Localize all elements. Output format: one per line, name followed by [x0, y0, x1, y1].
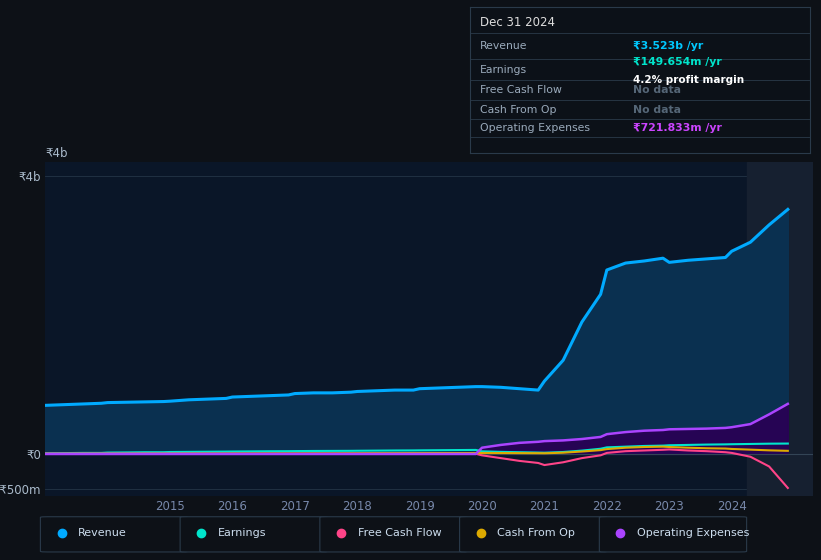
Text: Free Cash Flow: Free Cash Flow	[479, 85, 562, 95]
Text: 4.2% profit margin: 4.2% profit margin	[633, 75, 745, 85]
Text: Earnings: Earnings	[479, 65, 527, 75]
Text: Cash From Op: Cash From Op	[498, 529, 576, 538]
Text: Cash From Op: Cash From Op	[479, 105, 557, 115]
Text: No data: No data	[633, 105, 681, 115]
FancyBboxPatch shape	[320, 517, 467, 552]
Text: No data: No data	[633, 85, 681, 95]
FancyBboxPatch shape	[599, 517, 746, 552]
Text: ₹149.654m /yr: ₹149.654m /yr	[633, 58, 722, 67]
Text: Free Cash Flow: Free Cash Flow	[358, 529, 441, 538]
FancyBboxPatch shape	[180, 517, 328, 552]
FancyBboxPatch shape	[460, 517, 607, 552]
Bar	[747, 162, 813, 496]
Text: Operating Expenses: Operating Expenses	[637, 529, 750, 538]
Text: ₹721.833m /yr: ₹721.833m /yr	[633, 123, 722, 133]
FancyBboxPatch shape	[40, 517, 188, 552]
Text: Revenue: Revenue	[479, 41, 527, 52]
Text: ₹4b: ₹4b	[45, 147, 67, 160]
Text: Operating Expenses: Operating Expenses	[479, 123, 589, 133]
Text: Revenue: Revenue	[78, 529, 127, 538]
Text: Earnings: Earnings	[218, 529, 266, 538]
Text: Dec 31 2024: Dec 31 2024	[479, 16, 555, 29]
Text: ₹3.523b /yr: ₹3.523b /yr	[633, 41, 704, 52]
